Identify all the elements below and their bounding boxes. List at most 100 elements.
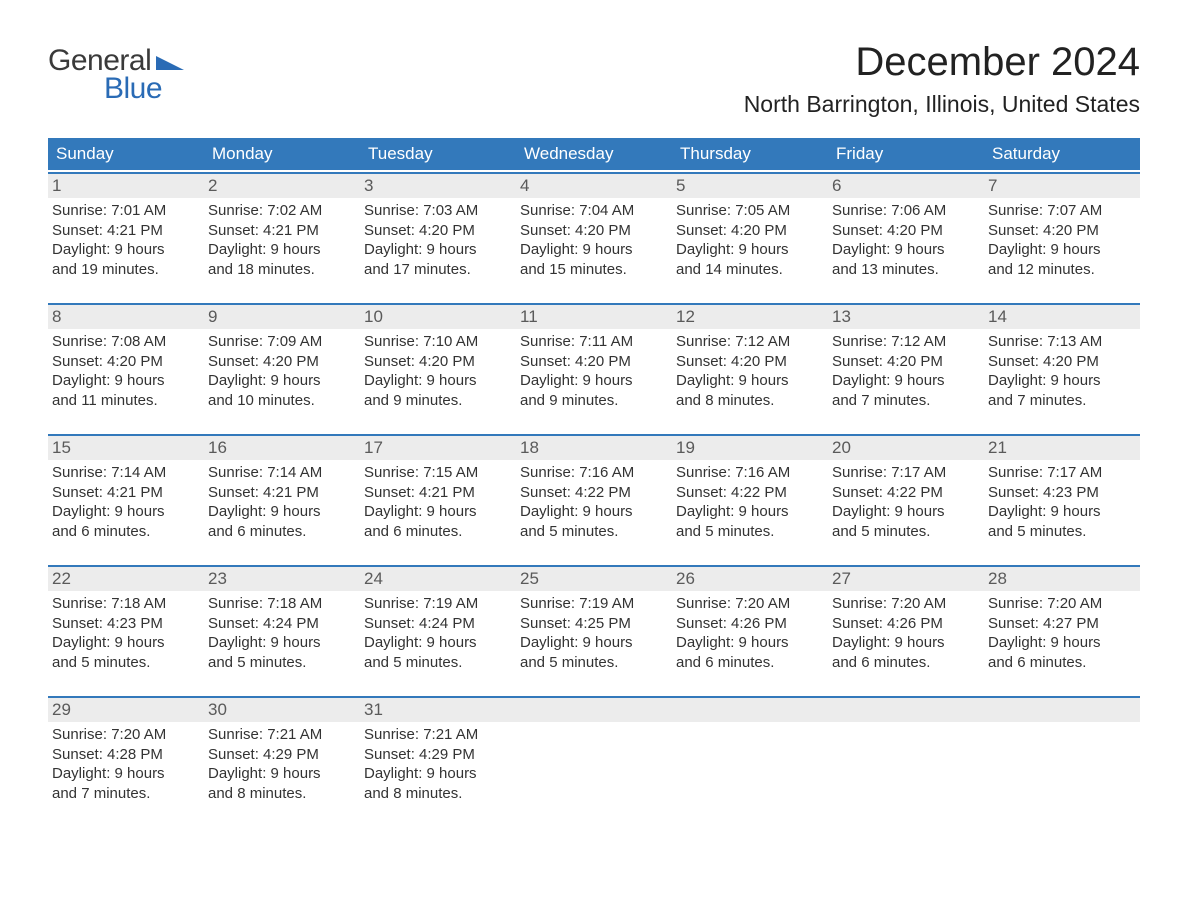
weeks-container: 1234567Sunrise: 7:01 AMSunset: 4:21 PMDa… [48, 172, 1140, 825]
sunrise-line: Sunrise: 7:19 AM [520, 594, 664, 614]
sunrise-line: Sunrise: 7:12 AM [832, 332, 976, 352]
day-number: 4 [516, 174, 672, 198]
daylight-line-1: Daylight: 9 hours [52, 764, 196, 784]
day-info: Sunrise: 7:01 AMSunset: 4:21 PMDaylight:… [52, 198, 196, 279]
logo-word-blue: Blue [104, 72, 162, 105]
day-cell: Sunrise: 7:17 AMSunset: 4:23 PMDaylight:… [984, 460, 1140, 563]
sunset-line: Sunset: 4:29 PM [208, 745, 352, 765]
logo: General Blue [48, 40, 184, 106]
sunset-line: Sunset: 4:26 PM [832, 614, 976, 634]
daylight-line-2: and 6 minutes. [676, 653, 820, 673]
day-content-row: Sunrise: 7:08 AMSunset: 4:20 PMDaylight:… [48, 329, 1140, 432]
day-number: 20 [828, 436, 984, 460]
sunset-line: Sunset: 4:20 PM [988, 352, 1132, 372]
sunset-line: Sunset: 4:20 PM [364, 352, 508, 372]
daylight-line-2: and 5 minutes. [208, 653, 352, 673]
day-cell: Sunrise: 7:11 AMSunset: 4:20 PMDaylight:… [516, 329, 672, 432]
week-row: 1234567Sunrise: 7:01 AMSunset: 4:21 PMDa… [48, 172, 1140, 301]
sunrise-line: Sunrise: 7:21 AM [208, 725, 352, 745]
day-info: Sunrise: 7:20 AMSunset: 4:26 PMDaylight:… [676, 591, 820, 672]
day-info: Sunrise: 7:04 AMSunset: 4:20 PMDaylight:… [520, 198, 664, 279]
daylight-line-2: and 5 minutes. [520, 653, 664, 673]
sunset-line: Sunset: 4:20 PM [52, 352, 196, 372]
sunrise-line: Sunrise: 7:12 AM [676, 332, 820, 352]
day-number: 12 [672, 305, 828, 329]
sunrise-line: Sunrise: 7:18 AM [52, 594, 196, 614]
day-number: 3 [360, 174, 516, 198]
daylight-line-1: Daylight: 9 hours [520, 371, 664, 391]
day-cell [672, 722, 828, 825]
sunset-line: Sunset: 4:20 PM [988, 221, 1132, 241]
daylight-line-2: and 6 minutes. [208, 522, 352, 542]
day-cell: Sunrise: 7:18 AMSunset: 4:24 PMDaylight:… [204, 591, 360, 694]
calendar: SundayMondayTuesdayWednesdayThursdayFrid… [48, 138, 1140, 825]
day-cell: Sunrise: 7:15 AMSunset: 4:21 PMDaylight:… [360, 460, 516, 563]
dow-cell: Tuesday [360, 138, 516, 170]
daylight-line-1: Daylight: 9 hours [364, 371, 508, 391]
sunrise-line: Sunrise: 7:20 AM [832, 594, 976, 614]
sunrise-line: Sunrise: 7:17 AM [832, 463, 976, 483]
daylight-line-2: and 6 minutes. [832, 653, 976, 673]
daylight-line-1: Daylight: 9 hours [832, 371, 976, 391]
sunrise-line: Sunrise: 7:20 AM [52, 725, 196, 745]
day-cell: Sunrise: 7:04 AMSunset: 4:20 PMDaylight:… [516, 198, 672, 301]
sunrise-line: Sunrise: 7:09 AM [208, 332, 352, 352]
sunset-line: Sunset: 4:29 PM [364, 745, 508, 765]
daylight-line-2: and 6 minutes. [52, 522, 196, 542]
sunrise-line: Sunrise: 7:13 AM [988, 332, 1132, 352]
day-number: 29 [48, 698, 204, 722]
day-cell: Sunrise: 7:12 AMSunset: 4:20 PMDaylight:… [672, 329, 828, 432]
sunrise-line: Sunrise: 7:15 AM [364, 463, 508, 483]
day-number: 9 [204, 305, 360, 329]
sunrise-line: Sunrise: 7:21 AM [364, 725, 508, 745]
daylight-line-2: and 19 minutes. [52, 260, 196, 280]
day-info: Sunrise: 7:06 AMSunset: 4:20 PMDaylight:… [832, 198, 976, 279]
daylight-line-1: Daylight: 9 hours [364, 502, 508, 522]
daylight-line-1: Daylight: 9 hours [988, 633, 1132, 653]
day-info: Sunrise: 7:15 AMSunset: 4:21 PMDaylight:… [364, 460, 508, 541]
logo-bottom-row: Blue [48, 72, 162, 106]
sunset-line: Sunset: 4:20 PM [676, 352, 820, 372]
day-cell: Sunrise: 7:19 AMSunset: 4:25 PMDaylight:… [516, 591, 672, 694]
sunrise-line: Sunrise: 7:10 AM [364, 332, 508, 352]
sunrise-line: Sunrise: 7:04 AM [520, 201, 664, 221]
day-cell: Sunrise: 7:16 AMSunset: 4:22 PMDaylight:… [672, 460, 828, 563]
day-cell: Sunrise: 7:21 AMSunset: 4:29 PMDaylight:… [204, 722, 360, 825]
sunset-line: Sunset: 4:21 PM [364, 483, 508, 503]
day-cell: Sunrise: 7:12 AMSunset: 4:20 PMDaylight:… [828, 329, 984, 432]
day-cell: Sunrise: 7:20 AMSunset: 4:26 PMDaylight:… [672, 591, 828, 694]
day-cell: Sunrise: 7:07 AMSunset: 4:20 PMDaylight:… [984, 198, 1140, 301]
day-number: 19 [672, 436, 828, 460]
day-number: . [516, 698, 672, 722]
dow-cell: Saturday [984, 138, 1140, 170]
day-number: 24 [360, 567, 516, 591]
daylight-line-2: and 7 minutes. [832, 391, 976, 411]
daylight-line-1: Daylight: 9 hours [52, 371, 196, 391]
day-cell [828, 722, 984, 825]
daylight-line-2: and 15 minutes. [520, 260, 664, 280]
day-info: Sunrise: 7:20 AMSunset: 4:26 PMDaylight:… [832, 591, 976, 672]
day-content-row: Sunrise: 7:20 AMSunset: 4:28 PMDaylight:… [48, 722, 1140, 825]
sunset-line: Sunset: 4:20 PM [676, 221, 820, 241]
day-cell: Sunrise: 7:21 AMSunset: 4:29 PMDaylight:… [360, 722, 516, 825]
day-info: Sunrise: 7:05 AMSunset: 4:20 PMDaylight:… [676, 198, 820, 279]
daylight-line-1: Daylight: 9 hours [520, 240, 664, 260]
day-cell: Sunrise: 7:05 AMSunset: 4:20 PMDaylight:… [672, 198, 828, 301]
daylight-line-2: and 5 minutes. [676, 522, 820, 542]
day-of-week-header: SundayMondayTuesdayWednesdayThursdayFrid… [48, 138, 1140, 170]
day-info: Sunrise: 7:19 AMSunset: 4:25 PMDaylight:… [520, 591, 664, 672]
day-info: Sunrise: 7:03 AMSunset: 4:20 PMDaylight:… [364, 198, 508, 279]
day-cell: Sunrise: 7:03 AMSunset: 4:20 PMDaylight:… [360, 198, 516, 301]
day-number: 13 [828, 305, 984, 329]
day-info: Sunrise: 7:12 AMSunset: 4:20 PMDaylight:… [832, 329, 976, 410]
daylight-line-2: and 10 minutes. [208, 391, 352, 411]
sunrise-line: Sunrise: 7:05 AM [676, 201, 820, 221]
daylight-line-1: Daylight: 9 hours [208, 371, 352, 391]
day-info: Sunrise: 7:14 AMSunset: 4:21 PMDaylight:… [52, 460, 196, 541]
sunrise-line: Sunrise: 7:08 AM [52, 332, 196, 352]
sunset-line: Sunset: 4:28 PM [52, 745, 196, 765]
day-cell: Sunrise: 7:10 AMSunset: 4:20 PMDaylight:… [360, 329, 516, 432]
day-info: Sunrise: 7:18 AMSunset: 4:23 PMDaylight:… [52, 591, 196, 672]
day-number: 22 [48, 567, 204, 591]
day-info: Sunrise: 7:20 AMSunset: 4:28 PMDaylight:… [52, 722, 196, 803]
